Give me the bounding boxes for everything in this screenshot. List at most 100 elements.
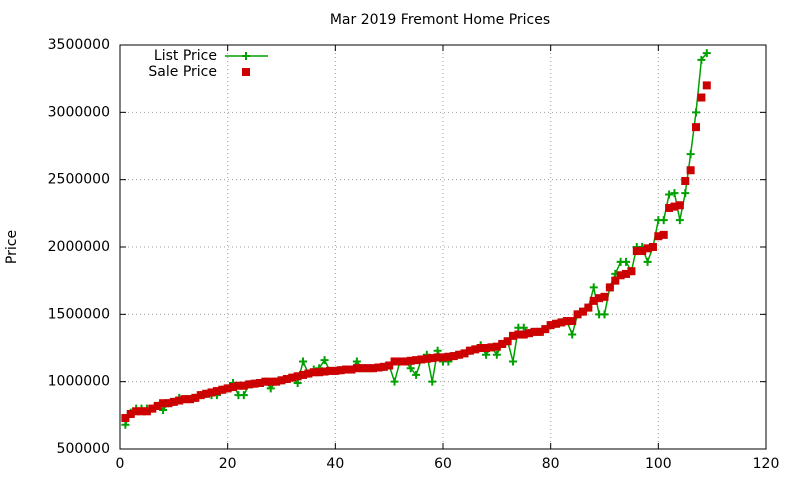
point-marker xyxy=(142,407,151,416)
point-marker xyxy=(482,344,491,352)
point-marker xyxy=(126,409,135,418)
point-marker xyxy=(234,381,243,390)
point-marker xyxy=(508,357,517,366)
point-marker xyxy=(444,352,453,361)
point-marker xyxy=(541,325,550,334)
point-marker xyxy=(433,353,442,362)
point-marker xyxy=(164,399,173,408)
point-marker xyxy=(584,303,593,312)
point-marker xyxy=(369,364,378,373)
point-marker xyxy=(175,396,184,405)
point-marker xyxy=(148,404,157,413)
point-marker xyxy=(266,384,275,393)
x-tick-label: 120 xyxy=(753,456,780,472)
point-marker xyxy=(169,397,178,406)
chart-title: Mar 2019 Fremont Home Prices xyxy=(330,12,550,28)
point-marker xyxy=(622,269,631,278)
point-marker xyxy=(492,350,501,359)
point-marker xyxy=(191,393,200,402)
point-marker xyxy=(212,387,221,396)
point-marker xyxy=(503,337,512,346)
point-marker xyxy=(320,367,329,376)
point-marker xyxy=(519,323,528,332)
point-marker xyxy=(266,377,275,386)
point-marker xyxy=(293,379,302,388)
point-marker xyxy=(342,365,351,374)
point-marker xyxy=(439,353,447,362)
point-marker xyxy=(428,354,437,363)
point-marker xyxy=(385,361,394,370)
point-marker xyxy=(578,307,587,316)
point-marker xyxy=(670,202,679,211)
point-marker xyxy=(675,216,684,225)
point-marker xyxy=(347,365,356,374)
point-marker xyxy=(605,283,614,292)
point-marker xyxy=(611,276,620,285)
point-marker xyxy=(568,330,577,339)
point-marker xyxy=(422,354,431,363)
point-marker xyxy=(299,357,308,366)
point-marker xyxy=(476,344,485,352)
point-marker xyxy=(320,356,329,365)
y-axis-label: Price xyxy=(4,230,20,264)
point-marker xyxy=(293,372,302,381)
point-marker xyxy=(336,366,345,375)
y-tick-label: 2500000 xyxy=(48,172,110,188)
point-marker xyxy=(508,331,517,340)
point-marker xyxy=(352,364,361,373)
point-marker xyxy=(196,391,205,400)
point-marker xyxy=(299,370,308,379)
point-marker xyxy=(455,350,464,359)
point-marker xyxy=(546,321,555,330)
y-tick-label: 3500000 xyxy=(48,37,110,53)
point-marker xyxy=(272,377,281,386)
point-marker xyxy=(519,330,528,339)
point-marker xyxy=(406,356,415,365)
x-tick-label: 40 xyxy=(326,456,344,472)
x-tick-label: 60 xyxy=(434,456,452,472)
point-marker xyxy=(352,357,361,366)
point-marker xyxy=(692,108,701,117)
point-marker xyxy=(600,292,609,301)
point-marker xyxy=(697,93,706,102)
point-marker xyxy=(255,379,264,388)
point-marker xyxy=(282,374,291,383)
legend-label: Sale Price xyxy=(148,64,217,80)
point-marker xyxy=(390,357,399,366)
point-marker xyxy=(417,355,426,364)
point-marker xyxy=(535,327,544,336)
point-marker xyxy=(665,203,674,212)
point-marker xyxy=(595,294,604,303)
point-marker xyxy=(552,319,561,328)
point-marker xyxy=(159,405,168,414)
point-marker xyxy=(379,362,388,371)
y-tick-label: 1000000 xyxy=(48,374,110,390)
point-marker xyxy=(632,247,641,256)
point-marker xyxy=(121,414,130,423)
point-marker xyxy=(261,377,270,386)
point-marker xyxy=(460,349,469,358)
point-marker xyxy=(406,364,415,373)
point-marker xyxy=(229,383,238,392)
point-marker xyxy=(600,310,609,319)
legend-swatch xyxy=(242,52,250,60)
point-marker xyxy=(681,189,690,198)
y-tick-label: 2000000 xyxy=(48,239,110,255)
point-marker xyxy=(401,357,410,366)
point-marker xyxy=(702,81,711,90)
point-marker xyxy=(530,327,539,336)
point-marker xyxy=(180,395,189,404)
point-marker xyxy=(223,384,232,393)
point-marker xyxy=(525,329,534,338)
point-marker xyxy=(487,343,496,352)
x-tick-label: 100 xyxy=(645,456,672,472)
point-marker xyxy=(277,376,286,385)
point-marker xyxy=(218,385,227,394)
point-marker xyxy=(395,357,404,366)
point-marker xyxy=(363,364,372,373)
x-tick-label: 80 xyxy=(542,456,560,472)
point-marker xyxy=(654,232,663,241)
point-marker xyxy=(132,407,141,416)
